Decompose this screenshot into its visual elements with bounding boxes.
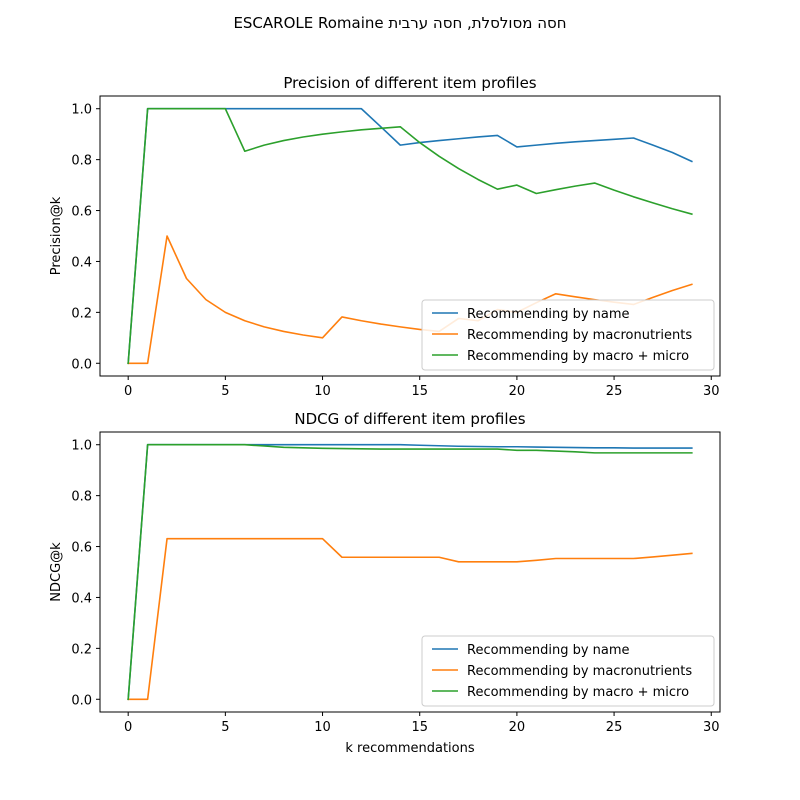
precision-axes-frame — [99, 95, 721, 377]
precision-series-macro-micro-line — [127, 107, 693, 365]
precision-ytick-label: 1.0 — [71, 103, 92, 118]
ndcg-legend-label: Recommending by name — [467, 643, 630, 658]
ndcg-xtick-label: 5 — [221, 720, 229, 735]
precision-xtick-label: 10 — [314, 384, 331, 399]
precision-chart: Precision of different item profiles 0 5 10… — [49, 74, 721, 399]
precision-ytick-label: 0.2 — [71, 306, 92, 321]
precision-xtick-label: 20 — [509, 384, 526, 399]
ndcg-series-macronutrients-line — [127, 537, 693, 701]
ndcg-legend-label: Recommending by macro + micro — [467, 685, 689, 700]
ndcg-xtick-label: 30 — [703, 720, 720, 735]
precision-xtick-label: 15 — [411, 384, 428, 399]
precision-ytick-label: 0.4 — [71, 255, 92, 270]
precision-ytick-label: 0.8 — [71, 154, 92, 169]
ndcg-ytick-label: 0.0 — [71, 693, 92, 708]
precision-legend-label: Recommending by macro + micro — [467, 349, 689, 364]
precision-xtick-label: 25 — [606, 384, 623, 399]
figure-suptitle: ESCAROLE Romaine חסה מסולסלת, חסה ערבית — [233, 14, 566, 32]
ndcg-title: NDCG of different item profiles — [294, 410, 525, 428]
ndcg-xtick-label: 10 — [314, 720, 331, 735]
precision-ytick-label: 0.0 — [71, 357, 92, 372]
ndcg-xtick-label: 20 — [509, 720, 526, 735]
precision-xtick-label: 5 — [221, 384, 229, 399]
ndcg-xtick-label: 0 — [124, 720, 132, 735]
precision-title: Precision of different item profiles — [283, 74, 536, 92]
ndcg-ytick-label: 0.8 — [71, 490, 92, 505]
ndcg-ylabel: NDCG@k — [49, 542, 64, 602]
precision-legend-box — [421, 299, 715, 371]
ndcg-ytick-label: 0.4 — [71, 591, 92, 606]
ndcg-legend-label: Recommending by macronutrients — [467, 664, 692, 679]
precision-ytick-label: 0.6 — [71, 205, 92, 220]
ndcg-series-macro-micro-line — [127, 443, 693, 701]
precision-xtick-label: 0 — [124, 384, 132, 399]
ndcg-xlabel: k recommendations — [345, 741, 475, 756]
precision-ylabel: Precision@k — [49, 196, 64, 275]
precision-xtick-label: 30 — [703, 384, 720, 399]
ndcg-axes-frame — [99, 431, 721, 713]
ndcg-xtick-label: 15 — [411, 720, 428, 735]
ndcg-xtick-label: 25 — [606, 720, 623, 735]
ndcg-ytick-label: 0.6 — [71, 541, 92, 556]
ndcg-legend-box — [421, 635, 715, 707]
precision-legend-label: Recommending by macronutrients — [467, 328, 692, 343]
ndcg-ytick-label: 0.2 — [71, 642, 92, 657]
precision-legend-label: Recommending by name — [467, 307, 630, 322]
ndcg-ytick-label: 1.0 — [71, 439, 92, 454]
ndcg-chart: NDCG of different item profiles 0 5 10 15 20 2… — [49, 410, 721, 756]
